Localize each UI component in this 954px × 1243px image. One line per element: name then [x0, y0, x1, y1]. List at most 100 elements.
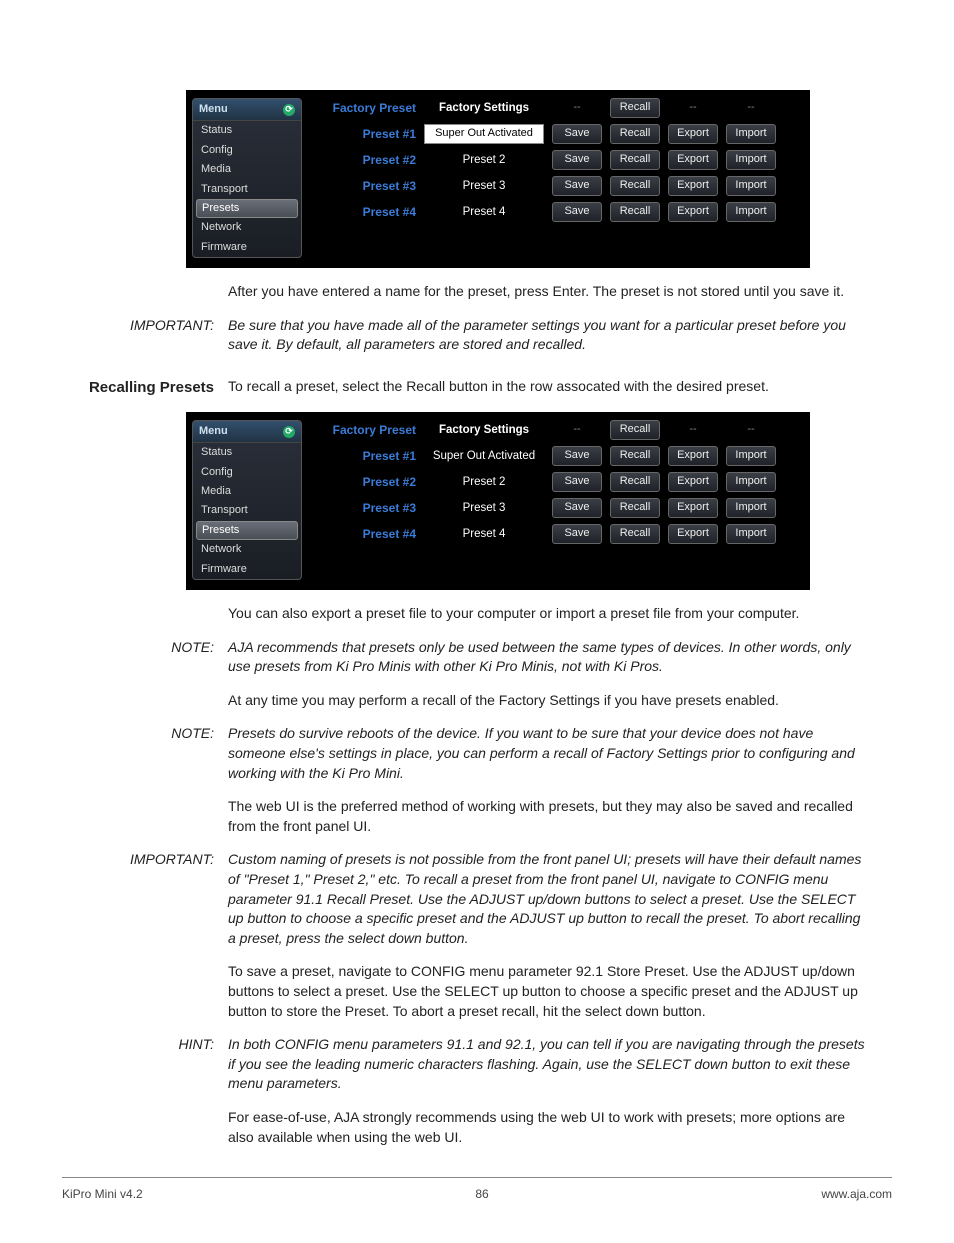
preset-label: Preset #1 [320, 448, 416, 465]
import-button[interactable]: Import [726, 524, 776, 544]
menu-items: StatusConfigMediaTransportPresetsNetwork… [193, 443, 301, 579]
menu-item-firmware[interactable]: Firmware [193, 238, 301, 257]
body-paragraph: You can also export a preset file to you… [228, 604, 872, 624]
section-heading: Recalling Presets [62, 377, 214, 398]
important-text: Custom naming of presets is not possible… [228, 850, 872, 948]
footer-page-number: 86 [475, 1186, 488, 1203]
important-label: IMPORTANT: [62, 850, 214, 948]
menu-item-network[interactable]: Network [193, 218, 301, 237]
hint-label: HINT: [62, 1035, 214, 1094]
preset-label: Preset #2 [320, 474, 416, 491]
menu-item-transport[interactable]: Transport [193, 501, 301, 520]
import-button[interactable]: Import [726, 176, 776, 196]
save-button[interactable]: Save [552, 446, 602, 466]
preset-screenshot-1: Menu ⟳ StatusConfigMediaTransportPresets… [186, 90, 810, 268]
menu-item-status[interactable]: Status [193, 121, 301, 140]
body-paragraph: For ease-of-use, AJA strongly recommends… [228, 1108, 872, 1147]
refresh-icon[interactable]: ⟳ [283, 426, 295, 438]
preset-name[interactable]: Preset 2 [424, 152, 544, 168]
recall-button[interactable]: Recall [610, 202, 660, 222]
section-text: To recall a preset, select the Recall bu… [228, 377, 872, 398]
recall-button[interactable]: Recall [610, 124, 660, 144]
important-text: Be sure that you have made all of the pa… [228, 316, 872, 355]
import-button[interactable]: Import [726, 472, 776, 492]
menu-item-presets[interactable]: Presets [196, 199, 298, 218]
menu-panel: Menu ⟳ StatusConfigMediaTransportPresets… [192, 98, 302, 258]
export-button[interactable]: Export [668, 472, 718, 492]
preset-table: Factory PresetFactory Settings--Recall--… [320, 98, 800, 258]
body-paragraph: At any time you may perform a recall of … [228, 691, 872, 711]
menu-item-media[interactable]: Media [193, 160, 301, 179]
preset-label: Preset #3 [320, 178, 416, 195]
placeholder: -- [726, 98, 776, 118]
save-button[interactable]: Save [552, 498, 602, 518]
save-button[interactable]: Save [552, 150, 602, 170]
save-button[interactable]: Save [552, 472, 602, 492]
export-button[interactable]: Export [668, 524, 718, 544]
recall-button[interactable]: Recall [610, 524, 660, 544]
preset-screenshot-2: Menu ⟳ StatusConfigMediaTransportPresets… [186, 412, 810, 590]
preset-label: Preset #4 [320, 204, 416, 221]
menu-item-media[interactable]: Media [193, 482, 301, 501]
body-paragraph: After you have entered a name for the pr… [228, 282, 872, 302]
menu-header: Menu ⟳ [193, 421, 301, 443]
import-button[interactable]: Import [726, 150, 776, 170]
recall-button[interactable]: Recall [610, 472, 660, 492]
preset-name-input[interactable]: Super Out Activated [424, 124, 544, 143]
menu-item-transport[interactable]: Transport [193, 180, 301, 199]
body-paragraph: To save a preset, navigate to CONFIG men… [228, 962, 872, 1021]
preset-name[interactable]: Preset 4 [424, 204, 544, 220]
recall-button[interactable]: Recall [610, 420, 660, 440]
page-footer: KiPro Mini v4.2 86 www.aja.com [62, 1186, 892, 1203]
factory-settings-name: Factory Settings [424, 422, 544, 438]
save-button[interactable]: Save [552, 202, 602, 222]
menu-item-network[interactable]: Network [193, 540, 301, 559]
footer-right: www.aja.com [821, 1186, 892, 1203]
save-button[interactable]: Save [552, 524, 602, 544]
menu-item-status[interactable]: Status [193, 443, 301, 462]
menu-panel: Menu ⟳ StatusConfigMediaTransportPresets… [192, 420, 302, 580]
import-button[interactable]: Import [726, 446, 776, 466]
save-button[interactable]: Save [552, 176, 602, 196]
menu-item-firmware[interactable]: Firmware [193, 560, 301, 579]
export-button[interactable]: Export [668, 150, 718, 170]
export-button[interactable]: Export [668, 498, 718, 518]
import-button[interactable]: Import [726, 498, 776, 518]
import-button[interactable]: Import [726, 202, 776, 222]
body-paragraph: The web UI is the preferred method of wo… [228, 797, 872, 836]
placeholder: -- [552, 420, 602, 440]
note-label: NOTE: [62, 724, 214, 783]
placeholder: -- [726, 420, 776, 440]
menu-item-config[interactable]: Config [193, 141, 301, 160]
export-button[interactable]: Export [668, 202, 718, 222]
preset-label: Preset #2 [320, 152, 416, 169]
preset-label: Preset #3 [320, 500, 416, 517]
note-text: AJA recommends that presets only be used… [228, 638, 872, 677]
important-label: IMPORTANT: [62, 316, 214, 355]
import-button[interactable]: Import [726, 124, 776, 144]
preset-name[interactable]: Super Out Activated [424, 448, 544, 464]
menu-title: Menu [199, 424, 228, 439]
placeholder: -- [668, 98, 718, 118]
recall-button[interactable]: Recall [610, 176, 660, 196]
menu-header: Menu ⟳ [193, 99, 301, 121]
factory-settings-name: Factory Settings [424, 100, 544, 116]
recall-button[interactable]: Recall [610, 498, 660, 518]
menu-item-config[interactable]: Config [193, 463, 301, 482]
export-button[interactable]: Export [668, 124, 718, 144]
preset-name[interactable]: Preset 4 [424, 526, 544, 542]
factory-preset-label: Factory Preset [320, 422, 416, 439]
preset-name[interactable]: Preset 2 [424, 474, 544, 490]
preset-label: Preset #1 [320, 126, 416, 143]
preset-name[interactable]: Preset 3 [424, 178, 544, 194]
save-button[interactable]: Save [552, 124, 602, 144]
menu-item-presets[interactable]: Presets [196, 521, 298, 540]
recall-button[interactable]: Recall [610, 150, 660, 170]
hint-text: In both CONFIG menu parameters 91.1 and … [228, 1035, 872, 1094]
recall-button[interactable]: Recall [610, 446, 660, 466]
recall-button[interactable]: Recall [610, 98, 660, 118]
preset-name[interactable]: Preset 3 [424, 500, 544, 516]
refresh-icon[interactable]: ⟳ [283, 104, 295, 116]
export-button[interactable]: Export [668, 176, 718, 196]
export-button[interactable]: Export [668, 446, 718, 466]
